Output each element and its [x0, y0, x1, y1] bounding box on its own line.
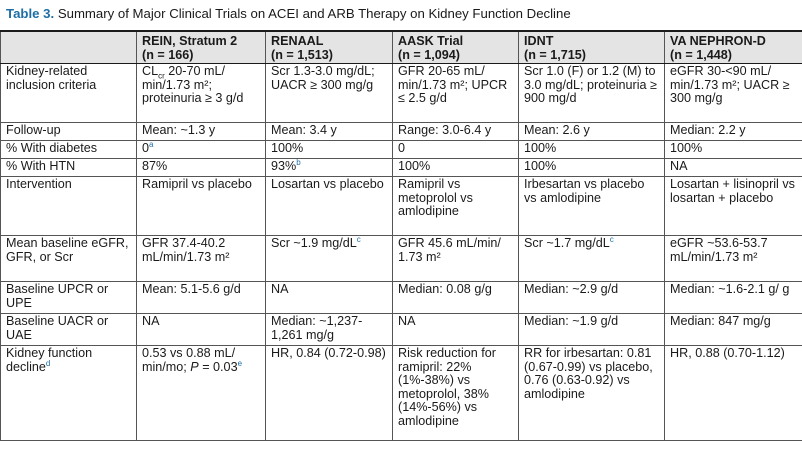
table-row: Baseline UPCR or UPE Mean: 5.1-5.6 g/d N…: [0, 281, 802, 314]
cell-va: 100%: [664, 140, 802, 159]
cell-aask: 100%: [392, 158, 519, 177]
header-va-nephron-d: VA NEPHRON-D (n = 1,448): [664, 30, 802, 64]
table-row: Mean baseline eGFR, GFR, or Scr GFR 37.4…: [0, 235, 802, 282]
table-row: Kidney function declined 0.53 vs 0.88 mL…: [0, 345, 802, 441]
cell-va: eGFR 30-<90 mL/ min/1.73 m²; UACR ≥ 300 …: [664, 63, 802, 123]
row-label: Baseline UPCR or UPE: [0, 281, 137, 314]
cell-aask: Risk reduction for ramipril: 22% (1%-38%…: [392, 345, 519, 441]
header-empty: [0, 30, 137, 64]
cell-renaal: Losartan vs placebo: [265, 176, 393, 236]
cell-idnt: 100%: [518, 140, 665, 159]
table-row: Baseline UACR or UAE NA Median: ~1,237-1…: [0, 313, 802, 346]
cell-rein: Ramipril vs placebo: [136, 176, 266, 236]
footnote-marker: b: [296, 158, 301, 167]
table-title: Summary of Major Clinical Trials on ACEI…: [57, 6, 571, 21]
cell-aask: Range: 3.0-6.4 y: [392, 122, 519, 141]
cell-rein: Mean: ~1.3 y: [136, 122, 266, 141]
cell-rein: 87%: [136, 158, 266, 177]
header-idnt: IDNT (n = 1,715): [518, 30, 665, 64]
cell-renaal: HR, 0.84 (0.72-0.98): [265, 345, 393, 441]
footnote-marker: c: [609, 235, 614, 244]
row-label: Intervention: [0, 176, 137, 236]
cell-renaal: Mean: 3.4 y: [265, 122, 393, 141]
cell-va: HR, 0.88 (0.70-1.12): [664, 345, 802, 441]
cell-va: eGFR ~53.6-53.7 mL/min/1.73 m²: [664, 235, 802, 282]
cell-aask: GFR 45.6 mL/min/ 1.73 m²: [392, 235, 519, 282]
cell-idnt: Scr ~1.7 mg/dLc: [518, 235, 665, 282]
cell-aask: NA: [392, 313, 519, 346]
header-renaal: RENAAL (n = 1,513): [265, 30, 393, 64]
cell-idnt: Median: ~2.9 g/d: [518, 281, 665, 314]
row-label: % With HTN: [0, 158, 137, 177]
table-number: Table 3.: [6, 6, 55, 21]
cell-rein: Mean: 5.1-5.6 g/d: [136, 281, 266, 314]
cell-aask: 0: [392, 140, 519, 159]
clinical-trials-table: REIN, Stratum 2 (n = 166) RENAAL (n = 1,51…: [0, 30, 802, 441]
cell-aask: Median: 0.08 g/g: [392, 281, 519, 314]
table-caption: Table 3. Summary of Major Clinical Trial…: [6, 5, 571, 23]
footnote-marker: a: [149, 140, 154, 149]
row-label: % With diabetes: [0, 140, 137, 159]
row-label: Baseline UACR or UAE: [0, 313, 137, 346]
cell-idnt: Scr 1.0 (F) or 1.2 (M) to 3.0 mg/dL; pro…: [518, 63, 665, 123]
table-row: Intervention Ramipril vs placebo Losarta…: [0, 176, 802, 236]
cell-renaal: Scr ~1.9 mg/dLc: [265, 235, 393, 282]
cell-renaal: Scr 1.3-3.0 mg/dL; UACR ≥ 300 mg/g: [265, 63, 393, 123]
cell-va: Median: 847 mg/g: [664, 313, 802, 346]
cell-renaal: 100%: [265, 140, 393, 159]
table-row: Follow-up Mean: ~1.3 y Mean: 3.4 y Range…: [0, 122, 802, 141]
table-row: % With diabetes 0a 100% 0 100% 100%: [0, 140, 802, 159]
cell-idnt: Median: ~1.9 g/d: [518, 313, 665, 346]
header-rein: REIN, Stratum 2 (n = 166): [136, 30, 266, 64]
cell-va: Losartan + lisinopril vs losartan + plac…: [664, 176, 802, 236]
cell-renaal: NA: [265, 281, 393, 314]
table-row: % With HTN 87% 93%b 100% 100% NA: [0, 158, 802, 177]
cell-idnt: Irbesartan vs placebo vs amlodipine: [518, 176, 665, 236]
cell-rein: NA: [136, 313, 266, 346]
row-label: Mean baseline eGFR, GFR, or Scr: [0, 235, 137, 282]
footnote-marker: e: [237, 358, 243, 368]
cell-aask: GFR 20-65 mL/ min/1.73 m²; UPCR ≤ 2.5 g/…: [392, 63, 519, 123]
footnote-marker: d: [45, 358, 51, 368]
header-row: REIN, Stratum 2 (n = 166) RENAAL (n = 1,51…: [0, 30, 802, 64]
row-label: Kidney function declined: [0, 345, 137, 441]
row-label: Follow-up: [0, 122, 137, 141]
cell-rein: CLcr 20-70 mL/ min/1.73 m²; proteinuria …: [136, 63, 266, 123]
cell-va: Median: 2.2 y: [664, 122, 802, 141]
cell-rein: 0.53 vs 0.88 mL/ min/mo; P = 0.03e: [136, 345, 266, 441]
footnote-marker: c: [356, 235, 361, 244]
cell-idnt: Mean: 2.6 y: [518, 122, 665, 141]
cell-rein: 0a: [136, 140, 266, 159]
table-row: Kidney-related inclusion criteria CLcr 2…: [0, 63, 802, 123]
cell-rein: GFR 37.4-40.2 mL/min/1.73 m²: [136, 235, 266, 282]
row-label: Kidney-related inclusion criteria: [0, 63, 137, 123]
cell-renaal: 93%b: [265, 158, 393, 177]
cell-renaal: Median: ~1,237-1,261 mg/g: [265, 313, 393, 346]
cell-idnt: RR for irbesartan: 0.81 (0.67-0.99) vs p…: [518, 345, 665, 441]
cell-aask: Ramipril vs metoprolol vs amlodipine: [392, 176, 519, 236]
cell-idnt: 100%: [518, 158, 665, 177]
cell-va: Median: ~1.6-2.1 g/ g: [664, 281, 802, 314]
cell-va: NA: [664, 158, 802, 177]
header-aask: AASK Trial (n = 1,094): [392, 30, 519, 64]
